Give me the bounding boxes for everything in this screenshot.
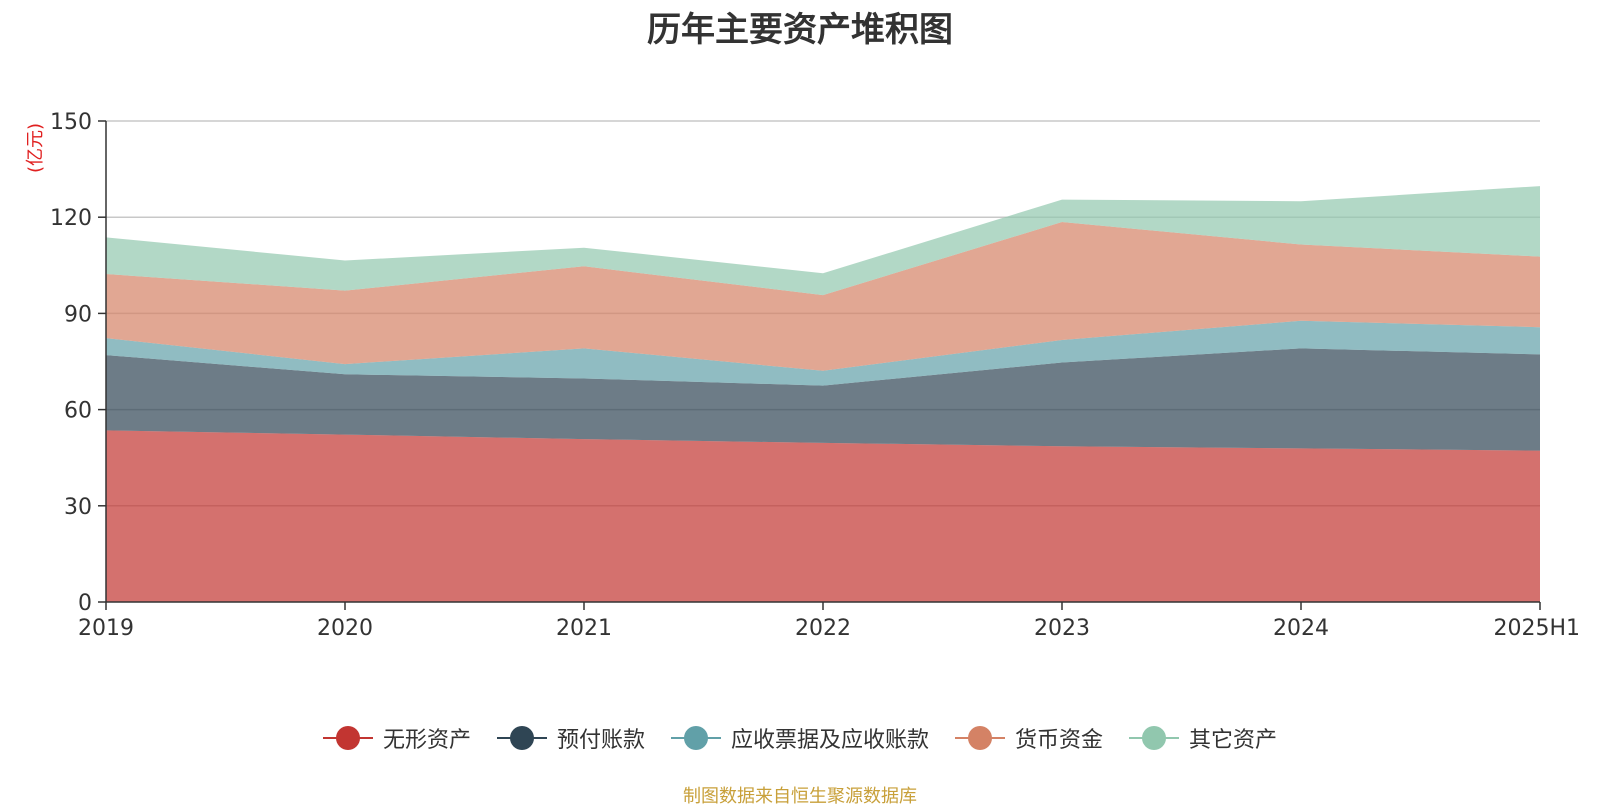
legend-label: 应收票据及应收账款 <box>730 728 929 753</box>
area-series-2 <box>106 320 1540 386</box>
legend-marker <box>955 725 1005 751</box>
legend-label: 其它资产 <box>1189 728 1278 753</box>
legend-label: 货币资金 <box>1015 728 1104 753</box>
area-series-3 <box>106 222 1540 371</box>
legend-marker <box>1129 725 1180 751</box>
y-tick-label: 0 <box>78 591 92 616</box>
y-tick-label: 60 <box>64 399 92 424</box>
y-axis-label: (亿元) <box>25 123 46 173</box>
legend-item-1[interactable]: 预付账款 <box>496 722 645 754</box>
x-tick-label: 2023 <box>1034 616 1090 641</box>
legend-dot <box>335 726 360 750</box>
legend-dot <box>968 726 992 750</box>
legend-dot <box>509 726 534 750</box>
stacked-areas <box>106 186 1540 602</box>
area-series-0 <box>106 430 1540 602</box>
legend-item-2[interactable]: 应收票据及应收账款 <box>670 722 929 754</box>
area-series-1 <box>106 348 1540 451</box>
x-tick-label: 2021 <box>556 616 612 641</box>
legend-item-3[interactable]: 货币资金 <box>955 722 1103 754</box>
y-tick-label: 120 <box>50 206 92 231</box>
legend-label: 预付账款 <box>556 728 645 753</box>
x-tick-label: 2025H1 <box>1493 616 1580 641</box>
legend: 无形资产 预付账款 应收票据及应收账款 货币资金 其它资产 <box>0 718 1600 758</box>
axes: 0 30 60 90 120 150 2019 2020 2021 2022 2023 2024 202… <box>50 110 1580 641</box>
legend-dot <box>683 726 708 750</box>
legend-marker <box>322 725 373 751</box>
legend-label: 无形资产 <box>382 728 471 753</box>
legend-marker <box>496 725 547 751</box>
y-tick-label: 30 <box>64 495 92 520</box>
y-tick-label: 90 <box>64 302 92 327</box>
x-tick-label: 2019 <box>78 616 134 641</box>
legend-item-0[interactable]: 无形资产 <box>322 722 471 754</box>
chart-title: 历年主要资产堆积图 <box>647 10 953 50</box>
x-tick-label: 2020 <box>317 616 373 641</box>
legend-item-4[interactable]: 其它资产 <box>1129 722 1277 754</box>
source-note: 制图数据来自恒生聚源数据库 <box>683 786 917 807</box>
legend-marker <box>670 725 721 751</box>
y-tick-label: 150 <box>50 110 92 135</box>
area-series-4 <box>106 186 1540 296</box>
legend-dot <box>1142 726 1167 750</box>
x-tick-label: 2024 <box>1273 616 1329 641</box>
x-tick-label: 2022 <box>795 616 851 641</box>
